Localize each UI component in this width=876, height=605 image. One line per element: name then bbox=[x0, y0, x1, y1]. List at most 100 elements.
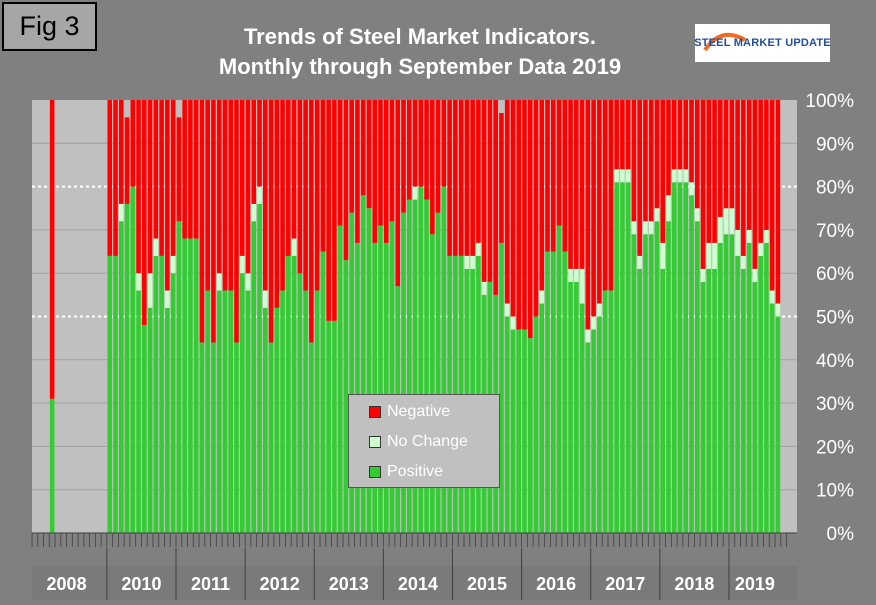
bar-positive-2014-5 bbox=[407, 199, 412, 533]
bar-negative-2019-9 bbox=[775, 100, 781, 304]
bar-positive-2012-2 bbox=[251, 221, 257, 534]
bar-no-change-2018-8 bbox=[700, 268, 706, 282]
y-tick-label: 100% bbox=[805, 91, 854, 112]
bar-no-change-2012-1 bbox=[245, 273, 251, 291]
bar-positive-2010-1 bbox=[107, 255, 113, 533]
bar-positive-2010-10 bbox=[159, 255, 164, 533]
y-tick-label: 10% bbox=[816, 481, 854, 502]
bar-no-change-2012-3 bbox=[257, 186, 262, 204]
bar-positive-2019-7 bbox=[764, 242, 769, 533]
bar-negative-2011-12 bbox=[239, 100, 245, 256]
bar-positive-2011-1 bbox=[176, 221, 182, 534]
bar-no-change-2012-4 bbox=[263, 290, 268, 308]
bar-positive-2019-8 bbox=[769, 303, 775, 533]
bar-positive-2012-10 bbox=[297, 273, 303, 533]
bar-positive-2011-7 bbox=[211, 342, 216, 533]
bar-negative-2018-3 bbox=[671, 100, 677, 170]
bar-positive-2017-3 bbox=[602, 290, 608, 533]
bar-positive-2012-11 bbox=[303, 290, 308, 533]
bar-positive-2014-10 bbox=[435, 212, 441, 533]
bar-negative-2016-8 bbox=[562, 100, 568, 252]
bar-positive-2014-9 bbox=[430, 234, 435, 534]
bar-negative-2010-8 bbox=[147, 100, 153, 274]
logo-swoosh-icon bbox=[703, 32, 747, 52]
bar-positive-2019-9 bbox=[775, 316, 781, 533]
bar-no-change-2016-12 bbox=[585, 329, 591, 343]
bar-negative-2013-11 bbox=[372, 100, 377, 243]
bar-no-change-2018-11 bbox=[718, 216, 723, 243]
bar-positive-2017-8 bbox=[631, 234, 637, 534]
x-year-label: 2012 bbox=[260, 574, 300, 594]
bar-negative-2010-5 bbox=[130, 100, 136, 187]
bar-positive-2016-3 bbox=[533, 316, 539, 533]
bar-negative-2015-1 bbox=[453, 100, 458, 256]
bar-negative-2018-4 bbox=[677, 100, 683, 170]
bar-no-change-2017-7 bbox=[625, 169, 631, 183]
bar-positive-2011-2 bbox=[182, 238, 187, 533]
y-tick-label: 60% bbox=[816, 264, 854, 285]
x-year-label: 2013 bbox=[329, 574, 369, 594]
bar-negative-2018-5 bbox=[683, 100, 689, 170]
bar-positive-2012-6 bbox=[274, 307, 280, 533]
bar-positive-2010-3 bbox=[119, 221, 124, 534]
bar-positive-2010-2 bbox=[113, 255, 118, 533]
bar-no-change-2017-5 bbox=[614, 169, 619, 183]
x-year-label: 2017 bbox=[605, 574, 645, 594]
bar-no-change-2018-7 bbox=[695, 208, 700, 222]
bar-negative-2019-5 bbox=[752, 100, 758, 269]
bar-negative-2011-1 bbox=[176, 117, 182, 222]
bar-positive-2016-1 bbox=[522, 329, 527, 533]
bar-negative-2015-11 bbox=[510, 100, 516, 317]
bar-negative-2017-8 bbox=[631, 100, 637, 222]
bar-negative-2012-6 bbox=[274, 100, 280, 308]
bar-negative-2018-7 bbox=[695, 100, 700, 209]
y-tick-label: 20% bbox=[816, 437, 854, 458]
bar-positive-2019-6 bbox=[758, 255, 763, 533]
bar-positive-2013-12 bbox=[378, 225, 383, 533]
bar-negative-2015-10 bbox=[504, 100, 510, 304]
bar-positive-2011-5 bbox=[199, 342, 205, 533]
bar-positive-2010-7 bbox=[142, 325, 147, 533]
bar-negative-2014-9 bbox=[430, 100, 435, 235]
bar-no-change-2010-8 bbox=[147, 273, 153, 308]
bar-negative-2012-5 bbox=[268, 100, 274, 343]
bar-positive-2015-9 bbox=[499, 242, 504, 533]
bar-negative-2013-7 bbox=[349, 100, 354, 213]
bar-positive-2014-6 bbox=[412, 199, 418, 533]
bar-negative-2011-10 bbox=[228, 100, 233, 291]
x-year-label: 2018 bbox=[674, 574, 714, 594]
bar-negative-2017-10 bbox=[643, 100, 648, 222]
bar-negative-2016-6 bbox=[551, 100, 556, 252]
bar-negative-2014-10 bbox=[435, 100, 441, 213]
bar-negative-2014-1 bbox=[383, 100, 389, 243]
bar-no-change-2012-2 bbox=[251, 203, 257, 222]
bar-negative-2018-10 bbox=[712, 100, 717, 243]
bar-positive-2013-3 bbox=[326, 320, 331, 533]
bar-negative-2010-12 bbox=[170, 100, 176, 256]
bar-negative-2016-9 bbox=[568, 100, 573, 269]
bar-negative-2012-4 bbox=[263, 100, 268, 291]
bar-negative-2015-6 bbox=[481, 100, 487, 282]
bar-positive-2013-5 bbox=[337, 225, 343, 533]
bar-positive-2018-3 bbox=[671, 182, 677, 533]
bar-negative-2017-11 bbox=[648, 100, 654, 222]
bar-no-change-2011-12 bbox=[239, 255, 245, 274]
bar-positive-2011-6 bbox=[205, 290, 210, 533]
bar-positive-2016-6 bbox=[551, 251, 556, 534]
bar-positive-2012-7 bbox=[280, 290, 285, 533]
x-year-label: 2011 bbox=[191, 574, 230, 594]
bar-no-change-2019-4 bbox=[746, 229, 752, 243]
bar-no-change-2018-2 bbox=[666, 195, 671, 222]
y-tick-label: 40% bbox=[816, 351, 854, 372]
bar-positive-2015-12 bbox=[516, 329, 521, 533]
bar-positive-2016-9 bbox=[568, 281, 573, 533]
bar-negative-2014-11 bbox=[441, 100, 447, 187]
bar-positive-2013-1 bbox=[314, 290, 320, 533]
bar-no-change-2019-7 bbox=[764, 229, 769, 243]
bar-positive-2018-1 bbox=[660, 268, 665, 533]
bar-no-change-2018-1 bbox=[660, 242, 665, 269]
bar-negative-2013-1 bbox=[314, 100, 320, 291]
bar-positive-2017-5 bbox=[614, 182, 619, 533]
bar-negative-2016-4 bbox=[539, 100, 545, 291]
